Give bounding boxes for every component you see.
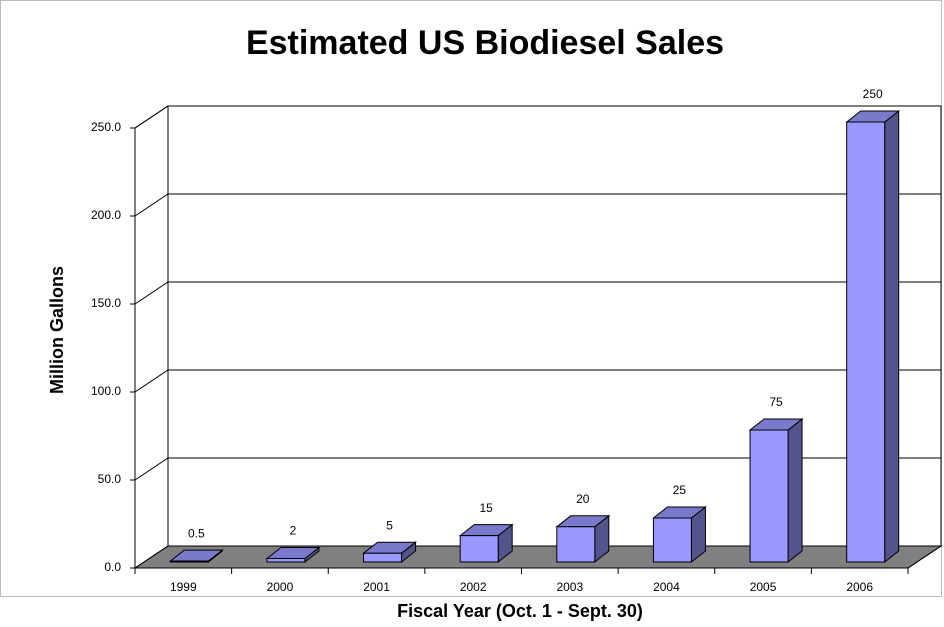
data-label: 2 [290,524,297,538]
bar-side [787,417,803,564]
grid-line [134,457,941,481]
bar-front [846,121,886,563]
bar [651,505,707,564]
grid-line [134,369,941,393]
grid-line [134,281,941,305]
bar-front [556,526,596,563]
bar-front [169,560,209,563]
y-tick-label: 200.0 [91,208,121,222]
x-tick-label: 2004 [653,580,680,594]
floor [133,545,943,569]
y-tick-label: 0.0 [104,560,121,574]
y-tick-label: 100.0 [91,384,121,398]
bar [265,546,321,564]
x-tick-label: 2005 [750,580,777,594]
y-axis-title: Million Gallons [47,266,67,394]
bar [362,541,418,564]
bar [748,417,804,564]
bar-front [266,557,306,563]
x-tick-label: 2000 [267,580,294,594]
bar [845,109,901,564]
x-tick-label: 2003 [556,580,583,594]
x-tick-label: 1999 [170,580,197,594]
x-tick-label: 2001 [363,580,390,594]
chart-title: Estimated US Biodiesel Sales [246,24,724,62]
bar [168,549,224,564]
grid-line [134,193,941,217]
bar-front [652,517,692,563]
floor-edge [907,545,942,569]
y-tick-label: 250.0 [91,120,121,134]
grid-line [134,105,941,129]
data-label: 5 [386,518,393,532]
bar-front [459,535,499,563]
bar-side [884,109,900,564]
y-tick-label: 50.0 [98,472,122,486]
bar-front [363,552,403,563]
data-label: 25 [673,483,687,497]
x-tick-label: 2002 [460,580,487,594]
bar-front [749,429,789,563]
data-label: 75 [769,395,783,409]
data-label: 250 [863,87,883,101]
bar [555,514,611,564]
data-label: 15 [480,501,494,515]
data-label: 0.5 [188,526,205,540]
bar [458,523,514,564]
data-label: 20 [576,492,590,506]
x-tick-label: 2006 [846,580,873,594]
x-axis-title: Fiscal Year (Oct. 1 - Sept. 30) [397,601,643,621]
back-wall [167,105,942,547]
y-tick-label: 150.0 [91,296,121,310]
